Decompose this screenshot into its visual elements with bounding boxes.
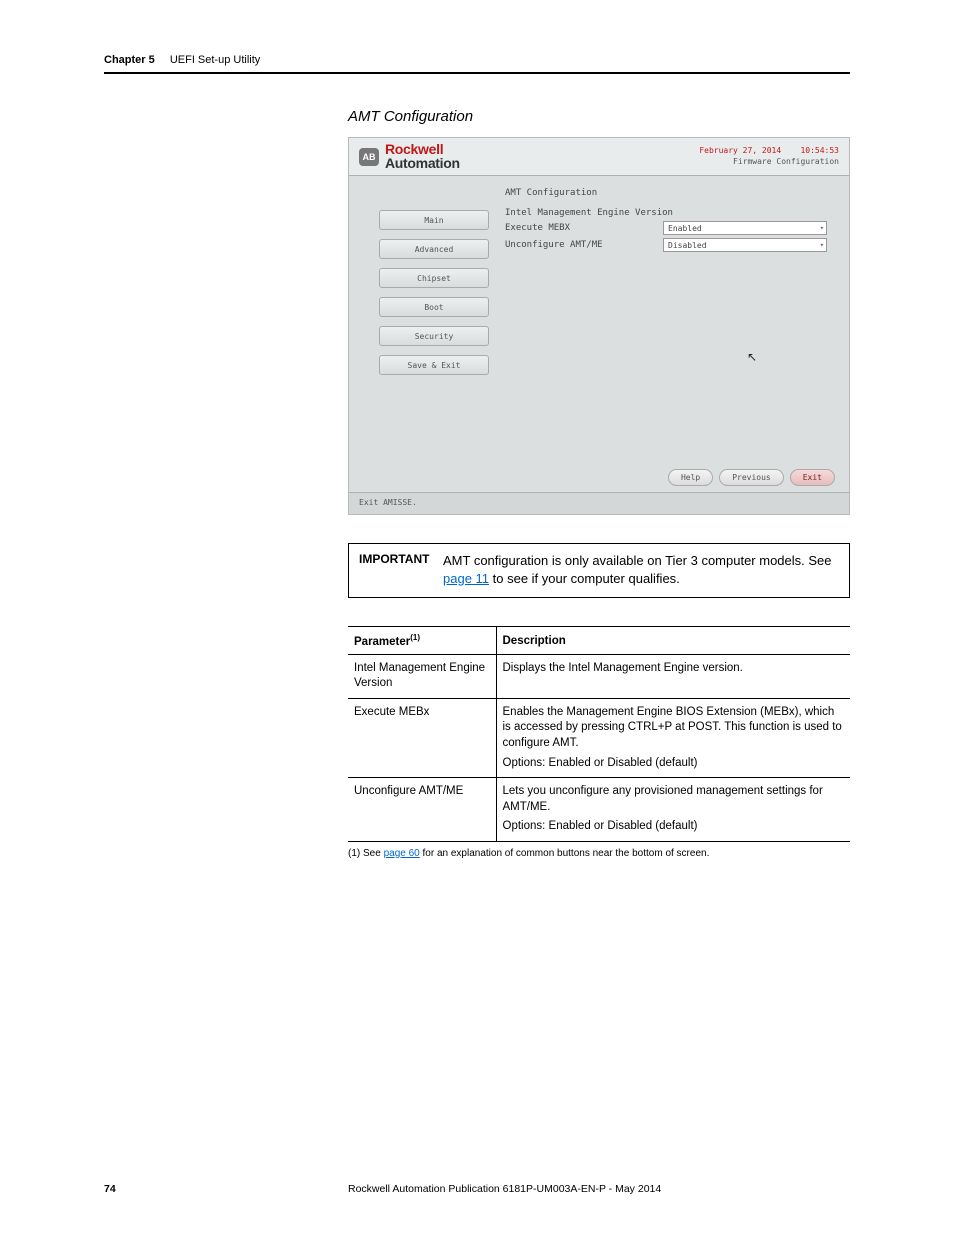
cell-desc-p: Options: Enabled or Disabled (default) bbox=[503, 756, 845, 772]
cell-param: Execute MEBx bbox=[348, 698, 496, 777]
field-exec-label: Execute MEBX bbox=[505, 223, 655, 233]
table-row: Execute MEBx Enables the Management Engi… bbox=[348, 698, 850, 777]
cell-desc: Lets you unconfigure any provisioned man… bbox=[496, 778, 850, 842]
brand-text: Rockwell Automation bbox=[385, 143, 460, 170]
important-text-b: to see if your computer qualifies. bbox=[489, 571, 680, 586]
field-uncfg-value: Disabled bbox=[668, 241, 707, 250]
footnote-suffix: for an explanation of common buttons nea… bbox=[420, 848, 710, 859]
cell-desc-p: Lets you unconfigure any provisioned man… bbox=[503, 784, 845, 815]
table-footnote: (1) See page 60 for an explanation of co… bbox=[348, 848, 850, 859]
bios-time: 10:54:53 bbox=[800, 146, 839, 155]
th-parameter: Parameter(1) bbox=[348, 627, 496, 655]
help-button[interactable]: Help bbox=[668, 469, 713, 486]
field-ime-label: Intel Management Engine Version bbox=[505, 208, 673, 218]
table-row: Unconfigure AMT/ME Lets you unconfigure … bbox=[348, 778, 850, 842]
parameter-table: Parameter(1) Description Intel Managemen… bbox=[348, 626, 850, 841]
header-rule bbox=[104, 72, 850, 74]
field-exec-select[interactable]: Enabled ▾ bbox=[663, 221, 827, 235]
important-text-a: AMT configuration is only available on T… bbox=[443, 553, 832, 568]
page-11-link[interactable]: page 11 bbox=[443, 571, 489, 586]
ab-badge-icon: AB bbox=[359, 148, 379, 166]
bios-status-bar: Exit AMISSE. bbox=[349, 492, 849, 514]
bios-date: February 27, 2014 bbox=[699, 146, 781, 155]
nav-security[interactable]: Security bbox=[379, 326, 489, 346]
th-description: Description bbox=[496, 627, 850, 655]
bios-header: AB Rockwell Automation February 27, 2014… bbox=[349, 138, 849, 176]
bios-brand: AB Rockwell Automation bbox=[359, 143, 460, 170]
page-header: Chapter 5 UEFI Set-up Utility bbox=[104, 54, 850, 66]
important-text: AMT configuration is only available on T… bbox=[443, 544, 849, 597]
brand-automation: Automation bbox=[385, 157, 460, 170]
nav-boot[interactable]: Boot bbox=[379, 297, 489, 317]
exit-button[interactable]: Exit bbox=[790, 469, 835, 486]
chapter-title: UEFI Set-up Utility bbox=[170, 54, 260, 66]
publication-info: Rockwell Automation Publication 6181P-UM… bbox=[348, 1183, 661, 1195]
nav-main[interactable]: Main bbox=[379, 210, 489, 230]
bios-header-right: February 27, 2014 10:54:53 Firmware Conf… bbox=[699, 146, 839, 167]
cell-desc-p: Options: Enabled or Disabled (default) bbox=[503, 819, 845, 835]
cursor-icon: ↖ bbox=[747, 350, 757, 364]
nav-chipset[interactable]: Chipset bbox=[379, 268, 489, 288]
cell-desc: Enables the Management Engine BIOS Exten… bbox=[496, 698, 850, 777]
cell-desc: Displays the Intel Management Engine ver… bbox=[496, 654, 850, 698]
bios-subtitle: Firmware Configuration bbox=[699, 157, 839, 167]
table-row: Intel Management Engine Version Displays… bbox=[348, 654, 850, 698]
previous-button[interactable]: Previous bbox=[719, 469, 784, 486]
bios-nav: Main Advanced Chipset Boot Security Save… bbox=[349, 176, 505, 464]
important-callout: IMPORTANT AMT configuration is only avai… bbox=[348, 543, 850, 598]
section-title: AMT Configuration bbox=[348, 108, 850, 125]
page-60-link[interactable]: page 60 bbox=[384, 848, 420, 859]
bios-footer-buttons: Help Previous Exit bbox=[668, 469, 835, 486]
nav-advanced[interactable]: Advanced bbox=[379, 239, 489, 259]
important-label: IMPORTANT bbox=[349, 544, 443, 597]
cell-param: Intel Management Engine Version bbox=[348, 654, 496, 698]
field-uncfg-label: Unconfigure AMT/ME bbox=[505, 240, 655, 250]
cell-desc-p: Enables the Management Engine BIOS Exten… bbox=[503, 705, 845, 752]
chevron-down-icon: ▾ bbox=[820, 224, 824, 232]
field-uncfg-select[interactable]: Disabled ▾ bbox=[663, 238, 827, 252]
chapter-label: Chapter 5 bbox=[104, 54, 155, 66]
page-footer: 74 Rockwell Automation Publication 6181P… bbox=[104, 1183, 850, 1195]
cell-param: Unconfigure AMT/ME bbox=[348, 778, 496, 842]
bios-content: AMT Configuration Intel Management Engin… bbox=[505, 176, 849, 464]
th-parameter-sup: (1) bbox=[410, 633, 420, 642]
bios-content-title: AMT Configuration bbox=[505, 188, 831, 198]
page-number: 74 bbox=[104, 1183, 348, 1195]
bios-screenshot: AB Rockwell Automation February 27, 2014… bbox=[348, 137, 850, 515]
cell-desc-p: Displays the Intel Management Engine ver… bbox=[503, 661, 845, 677]
th-parameter-label: Parameter bbox=[354, 636, 410, 648]
nav-save-exit[interactable]: Save & Exit bbox=[379, 355, 489, 375]
chevron-down-icon: ▾ bbox=[820, 241, 824, 249]
footnote-prefix: (1) See bbox=[348, 848, 384, 859]
field-exec-value: Enabled bbox=[668, 224, 702, 233]
